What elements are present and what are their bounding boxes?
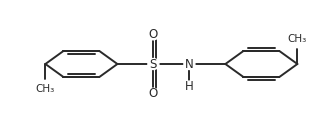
Text: CH₃: CH₃ — [288, 34, 307, 44]
Circle shape — [288, 30, 307, 48]
Circle shape — [184, 81, 195, 92]
Text: CH₃: CH₃ — [36, 84, 55, 94]
Circle shape — [148, 29, 159, 40]
Text: H: H — [185, 80, 194, 93]
Text: O: O — [149, 87, 158, 100]
Circle shape — [148, 58, 159, 70]
Text: O: O — [149, 28, 158, 41]
Circle shape — [36, 80, 54, 98]
Circle shape — [148, 88, 159, 99]
Text: N: N — [185, 57, 194, 71]
Circle shape — [184, 58, 195, 70]
Text: S: S — [150, 57, 157, 71]
